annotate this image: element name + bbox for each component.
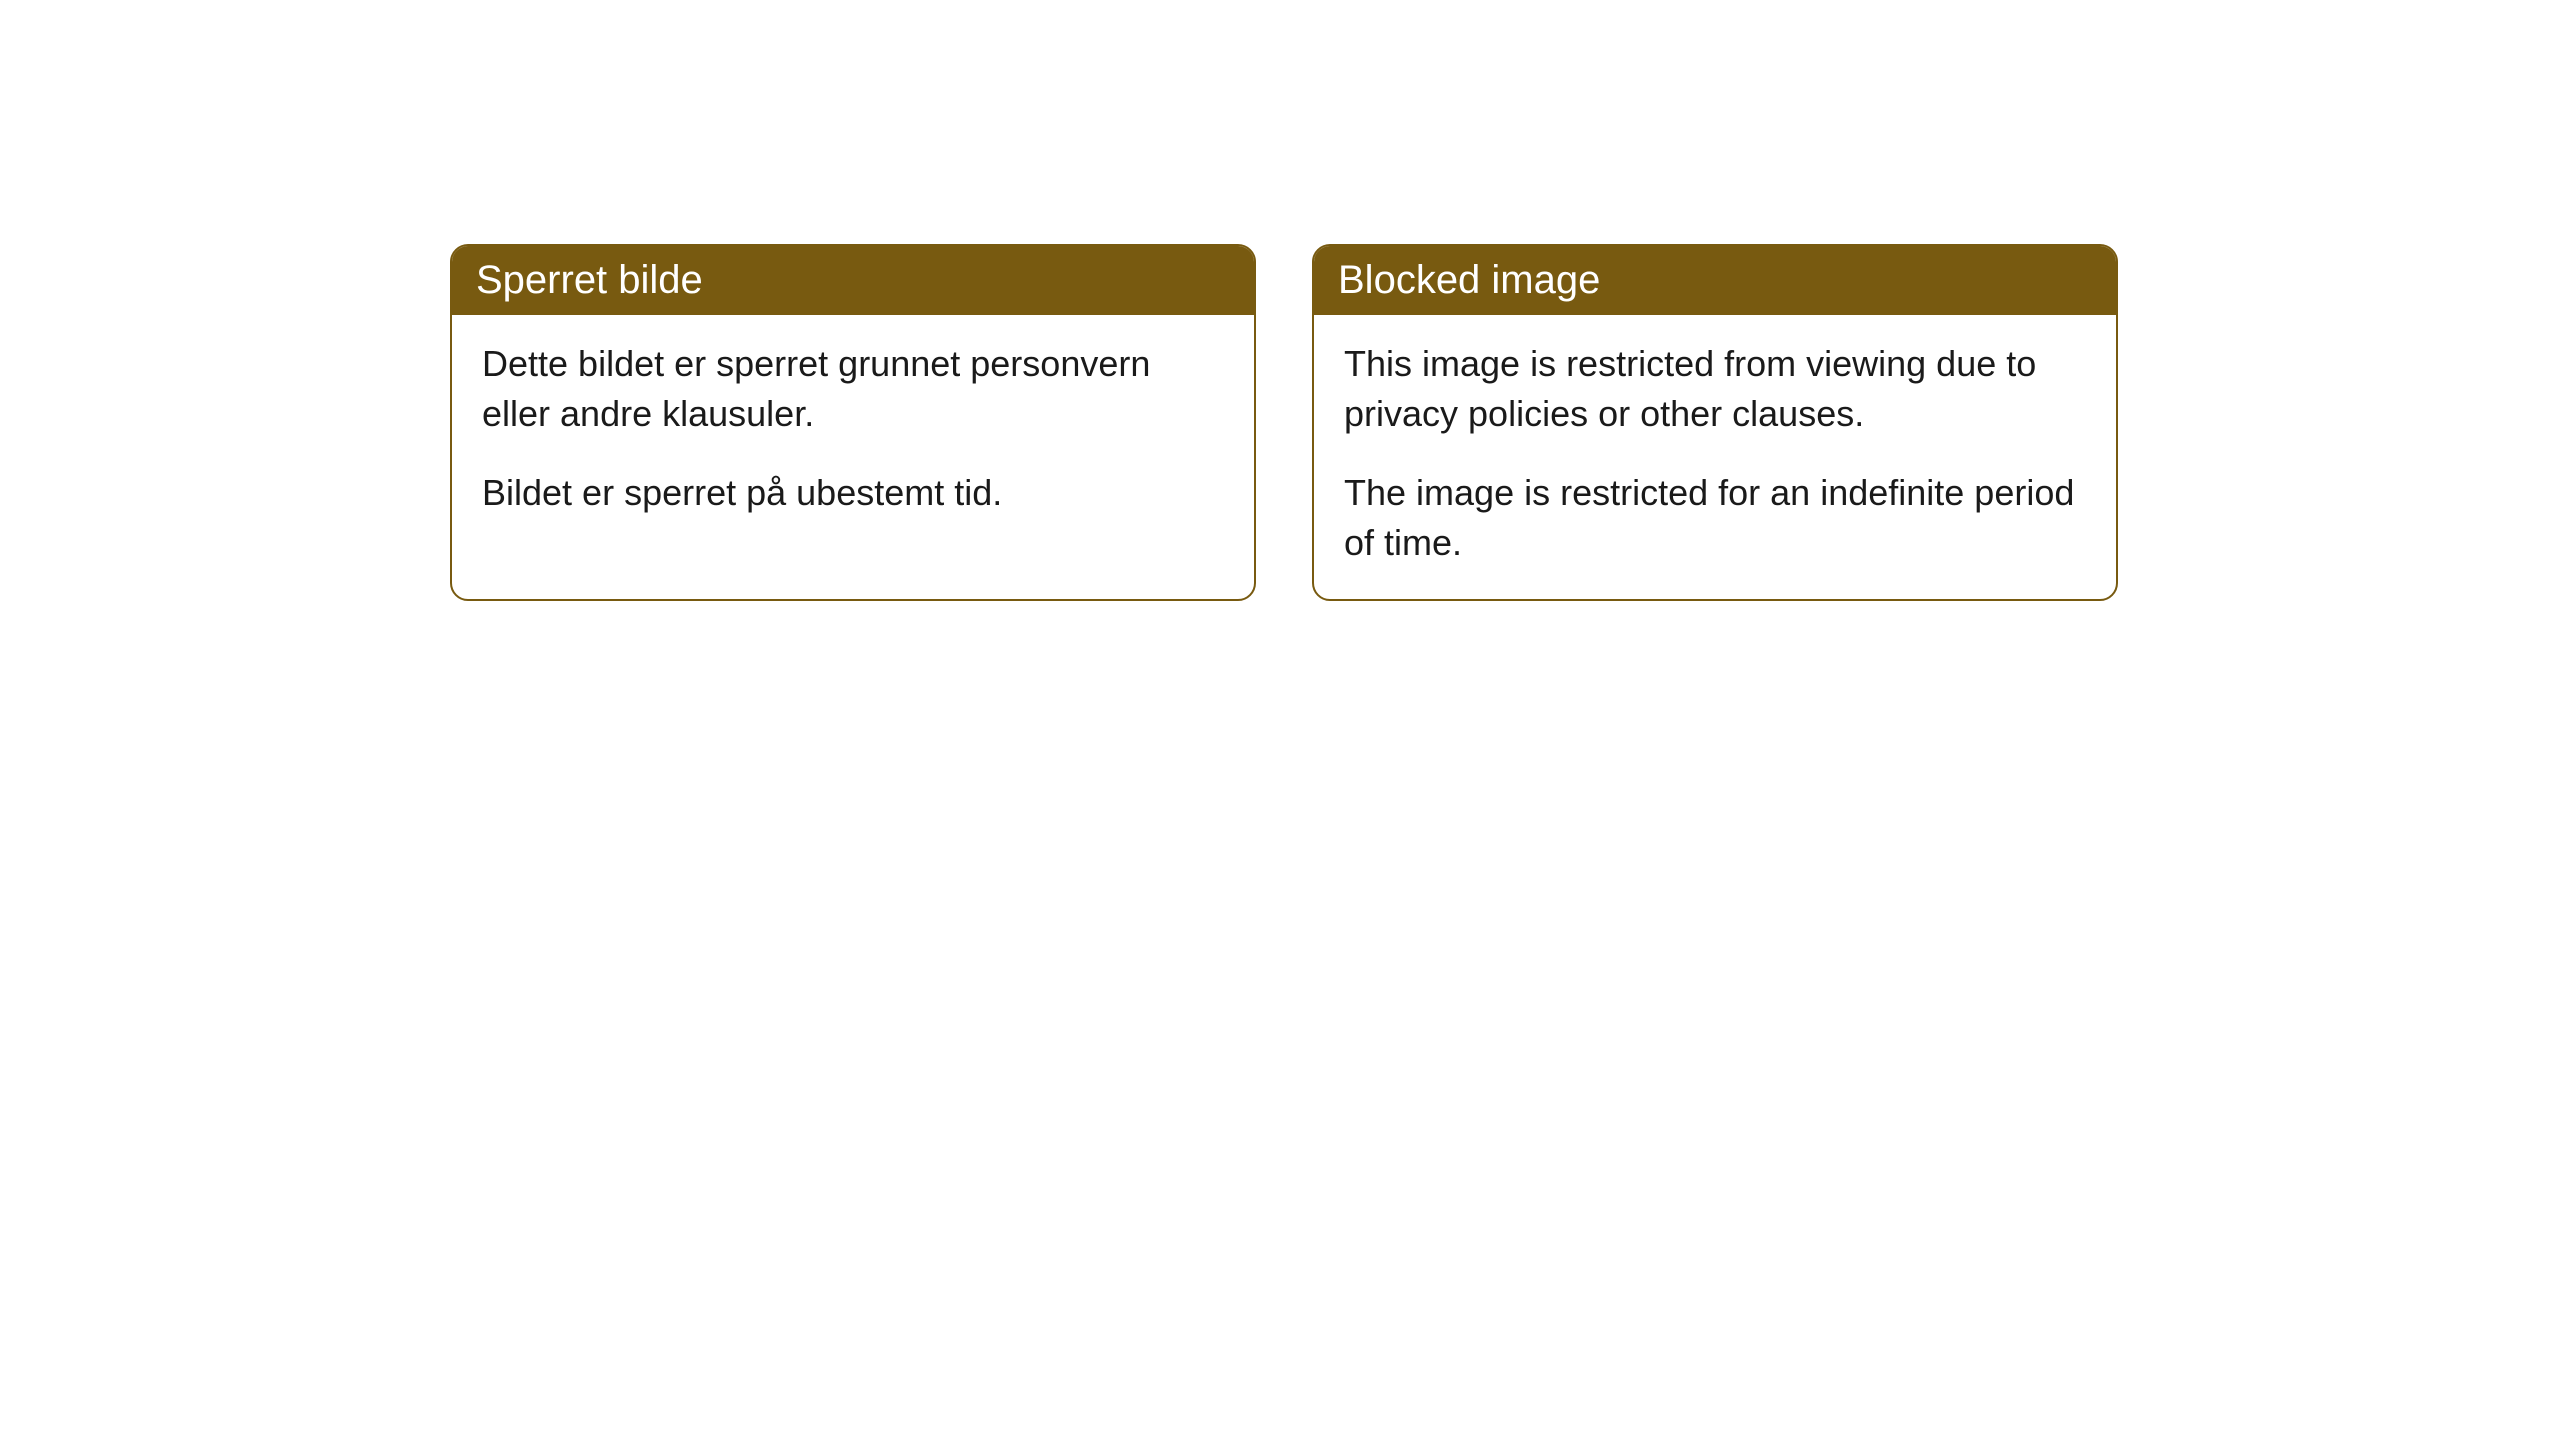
- card-body: This image is restricted from viewing du…: [1314, 315, 2116, 599]
- card-header: Sperret bilde: [452, 246, 1254, 315]
- card-paragraph: Dette bildet er sperret grunnet personve…: [482, 339, 1224, 440]
- blocked-image-card-norwegian: Sperret bilde Dette bildet er sperret gr…: [450, 244, 1256, 601]
- cards-container: Sperret bilde Dette bildet er sperret gr…: [0, 0, 2560, 601]
- card-body: Dette bildet er sperret grunnet personve…: [452, 315, 1254, 548]
- blocked-image-card-english: Blocked image This image is restricted f…: [1312, 244, 2118, 601]
- card-header: Blocked image: [1314, 246, 2116, 315]
- card-paragraph: This image is restricted from viewing du…: [1344, 339, 2086, 440]
- card-title: Sperret bilde: [476, 258, 703, 302]
- card-paragraph: The image is restricted for an indefinit…: [1344, 468, 2086, 569]
- card-title: Blocked image: [1338, 258, 1600, 302]
- card-paragraph: Bildet er sperret på ubestemt tid.: [482, 468, 1224, 518]
